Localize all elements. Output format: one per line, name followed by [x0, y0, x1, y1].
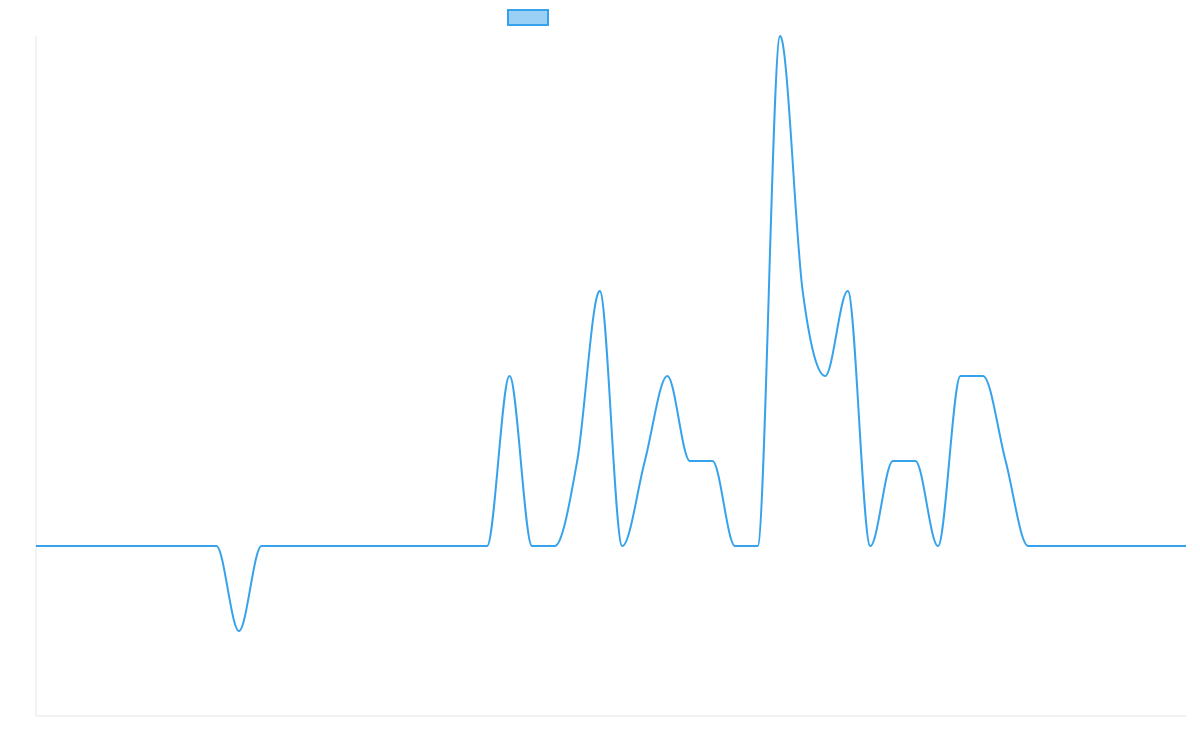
- data-point[interactable]: [687, 458, 693, 464]
- data-point[interactable]: [958, 373, 964, 379]
- data-point[interactable]: [439, 543, 445, 549]
- data-point[interactable]: [1025, 543, 1031, 549]
- data-point[interactable]: [236, 628, 242, 634]
- data-point[interactable]: [574, 458, 580, 464]
- data-point[interactable]: [1070, 543, 1076, 549]
- data-point[interactable]: [484, 543, 490, 549]
- axes: [35, 36, 1186, 717]
- data-point[interactable]: [822, 373, 828, 379]
- data-point[interactable]: [1093, 543, 1099, 549]
- data-point[interactable]: [101, 543, 107, 549]
- data-point[interactable]: [890, 458, 896, 464]
- series-layer: [33, 33, 1189, 634]
- data-point[interactable]: [1115, 543, 1121, 549]
- data-point[interactable]: [33, 543, 39, 549]
- data-point[interactable]: [371, 543, 377, 549]
- data-point[interactable]: [394, 543, 400, 549]
- data-point[interactable]: [619, 543, 625, 549]
- data-point[interactable]: [800, 288, 806, 294]
- legend[interactable]: [507, 9, 549, 26]
- data-point[interactable]: [1138, 543, 1144, 549]
- data-point[interactable]: [664, 373, 670, 379]
- data-point[interactable]: [867, 543, 873, 549]
- data-point[interactable]: [845, 288, 851, 294]
- data-point[interactable]: [597, 288, 603, 294]
- data-point[interactable]: [78, 543, 84, 549]
- data-point[interactable]: [168, 543, 174, 549]
- data-point[interactable]: [281, 543, 287, 549]
- data-point[interactable]: [709, 458, 715, 464]
- data-point[interactable]: [755, 543, 761, 549]
- legend-swatch[interactable]: [507, 9, 549, 26]
- data-point[interactable]: [349, 543, 355, 549]
- data-point[interactable]: [1183, 543, 1189, 549]
- data-point[interactable]: [507, 373, 513, 379]
- series-line-0[interactable]: [36, 35, 1186, 632]
- data-point[interactable]: [304, 543, 310, 549]
- data-point[interactable]: [912, 458, 918, 464]
- data-point[interactable]: [191, 543, 197, 549]
- data-point[interactable]: [1160, 543, 1166, 549]
- data-point[interactable]: [213, 543, 219, 549]
- data-point[interactable]: [56, 543, 62, 549]
- data-point[interactable]: [258, 543, 264, 549]
- data-point[interactable]: [123, 543, 129, 549]
- data-point[interactable]: [642, 458, 648, 464]
- data-point[interactable]: [935, 543, 941, 549]
- data-point[interactable]: [777, 33, 783, 39]
- data-point[interactable]: [1048, 543, 1054, 549]
- data-point[interactable]: [1003, 458, 1009, 464]
- data-point[interactable]: [416, 543, 422, 549]
- data-point[interactable]: [461, 543, 467, 549]
- data-point[interactable]: [326, 543, 332, 549]
- data-point[interactable]: [146, 543, 152, 549]
- data-point[interactable]: [732, 543, 738, 549]
- data-point[interactable]: [529, 543, 535, 549]
- data-point[interactable]: [980, 373, 986, 379]
- data-point[interactable]: [552, 543, 558, 549]
